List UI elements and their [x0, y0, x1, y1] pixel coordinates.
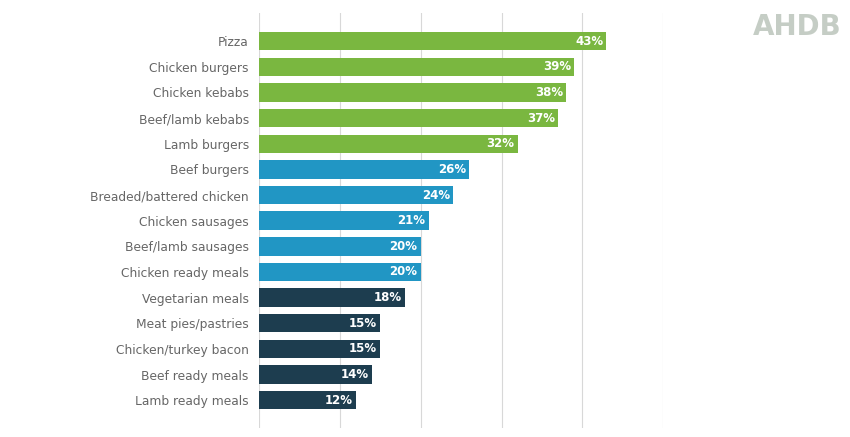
Text: 37%: 37% — [527, 111, 555, 125]
Text: 38%: 38% — [535, 86, 563, 99]
Bar — [259, 237, 421, 256]
Bar — [259, 365, 372, 384]
Bar — [259, 109, 558, 127]
Text: 43%: 43% — [575, 35, 604, 48]
Text: 39%: 39% — [543, 60, 571, 73]
Bar — [259, 288, 405, 307]
Bar — [259, 160, 469, 179]
Text: 15%: 15% — [349, 317, 377, 330]
Text: 21%: 21% — [398, 214, 426, 227]
Bar — [259, 263, 421, 281]
Text: 24%: 24% — [422, 188, 450, 201]
Bar — [259, 340, 380, 358]
Text: AHDB: AHDB — [753, 13, 842, 41]
Text: 12%: 12% — [325, 394, 353, 407]
Text: 18%: 18% — [373, 291, 401, 304]
Bar — [259, 186, 453, 204]
Text: 26%: 26% — [438, 163, 466, 176]
Text: 20%: 20% — [389, 240, 417, 253]
Text: 15%: 15% — [349, 342, 377, 355]
Bar — [259, 83, 566, 102]
Bar — [259, 32, 606, 50]
Text: 20%: 20% — [389, 265, 417, 278]
Bar — [259, 314, 380, 333]
Text: 14%: 14% — [341, 368, 369, 381]
Bar — [259, 212, 428, 230]
Text: 32%: 32% — [486, 137, 514, 150]
Bar — [259, 58, 574, 76]
Bar — [259, 135, 518, 153]
Bar — [259, 391, 356, 409]
